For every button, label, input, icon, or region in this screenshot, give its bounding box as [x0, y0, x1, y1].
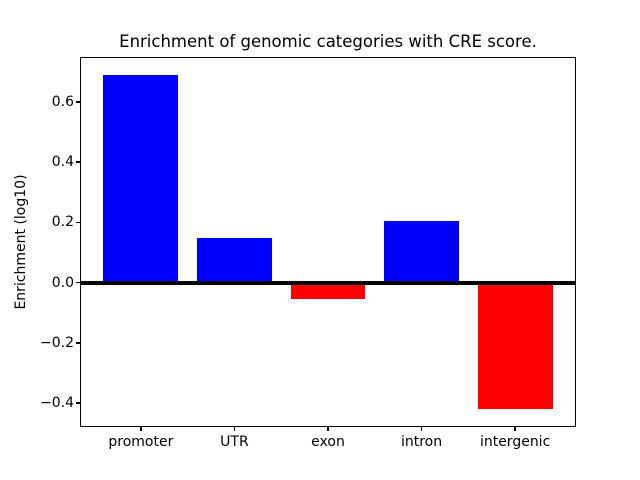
y-axis-label: Enrichment (log10): [13, 174, 29, 310]
y-tick-mark: [76, 281, 80, 284]
y-tick-label: −0.2: [40, 334, 74, 351]
y-tick-mark: [76, 402, 80, 404]
x-tick-label: intron: [400, 434, 443, 450]
y-tick-label: −0.4: [40, 395, 74, 412]
bar-promoter: [103, 74, 179, 283]
bar-UTR: [197, 238, 272, 283]
y-tick-label: 0.2: [51, 214, 74, 231]
y-tick-label: 0.6: [51, 93, 74, 110]
bar-intron: [384, 220, 459, 283]
bar-intergenic: [477, 282, 553, 410]
bar-exon: [290, 282, 366, 300]
x-tick-label: UTR: [220, 434, 249, 450]
y-tick-mark: [76, 101, 80, 103]
x-tick-mark: [420, 427, 423, 431]
x-tick-mark: [140, 427, 142, 431]
y-tick-mark: [76, 161, 80, 163]
x-tick-label: promoter: [108, 434, 174, 450]
plot-area: [80, 57, 576, 427]
x-tick-mark: [327, 427, 329, 431]
y-tick-label: 0.0: [51, 274, 74, 291]
zero-baseline: [81, 280, 575, 285]
y-tick-mark: [76, 221, 80, 224]
x-tick-mark: [233, 427, 236, 431]
chart-title: Enrichment of genomic categories with CR…: [119, 32, 537, 51]
y-tick-mark: [76, 342, 80, 344]
x-tick-label: intergenic: [479, 434, 551, 450]
x-tick-label: exon: [311, 434, 345, 450]
y-tick-label: 0.4: [51, 154, 74, 171]
x-tick-mark: [514, 427, 516, 431]
